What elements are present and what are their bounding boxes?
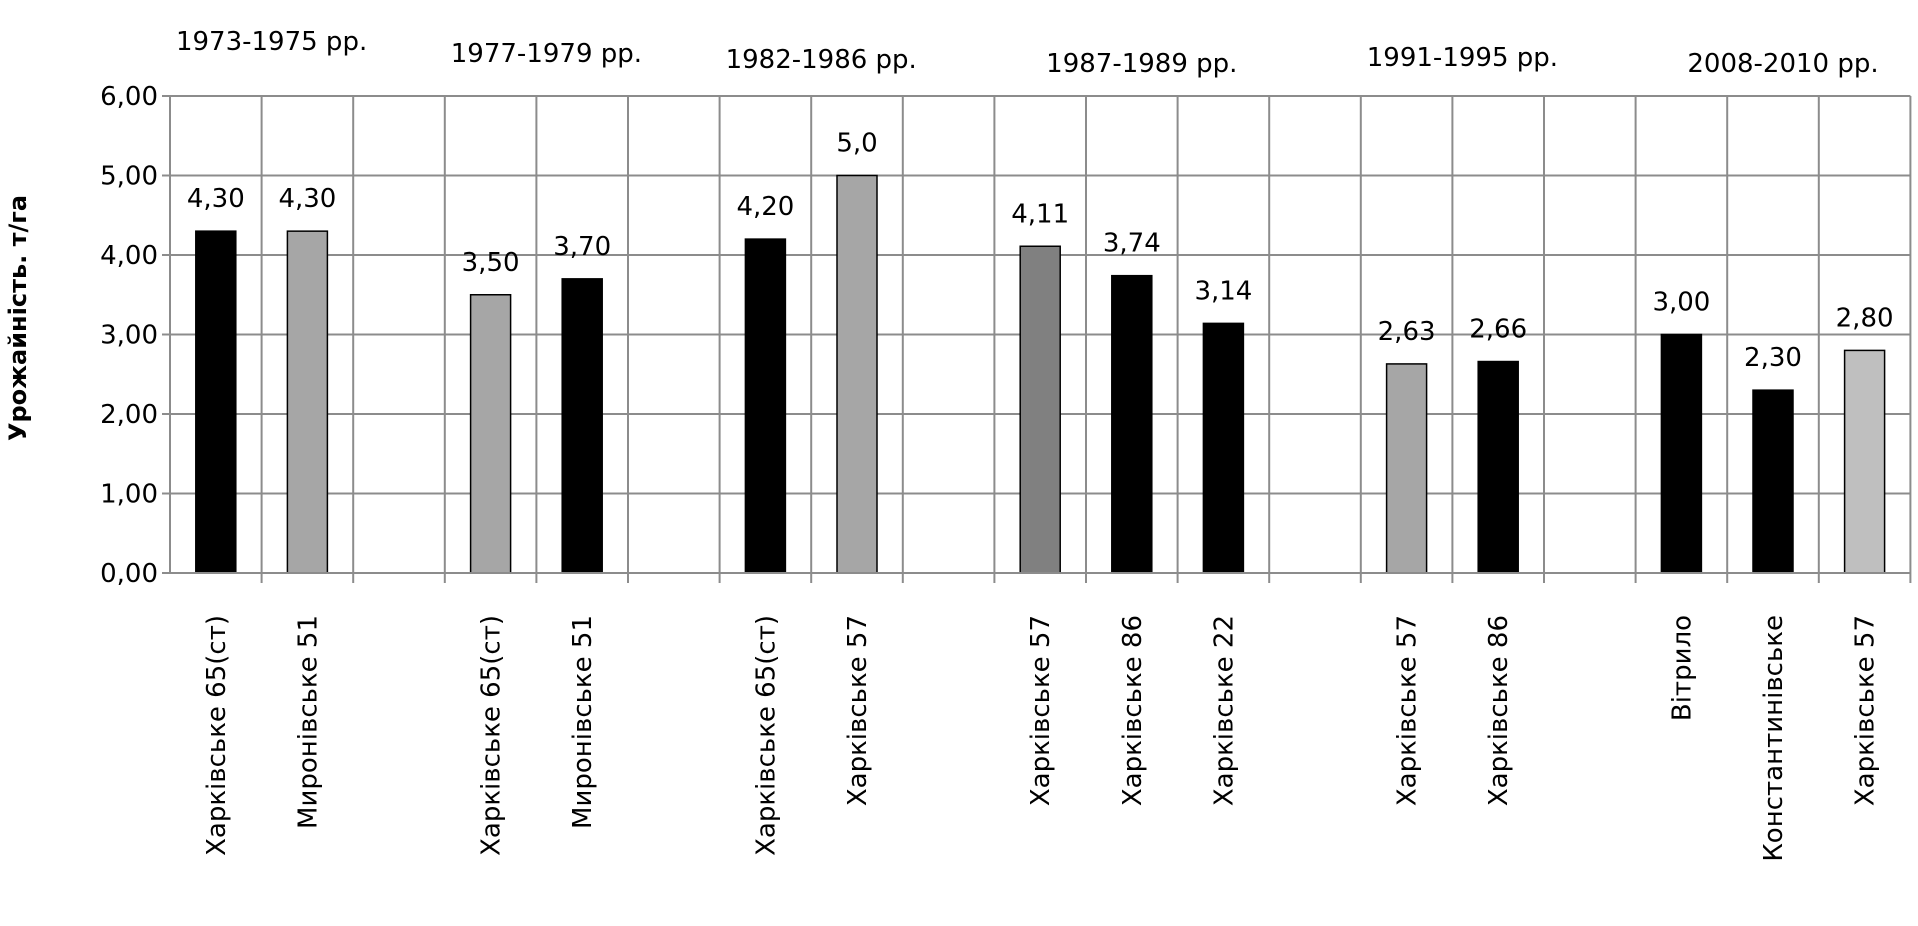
data-label: 2,80 <box>1836 303 1894 333</box>
category-label: Харківське 57 <box>1026 615 1056 806</box>
data-label: 4,11 <box>1011 199 1069 229</box>
bar <box>1477 360 1519 574</box>
category-label: Харківське 65(ст) <box>202 615 232 856</box>
y-tick-label: 1,00 <box>100 480 158 510</box>
data-label: 3,00 <box>1652 288 1710 318</box>
bar <box>1385 363 1428 574</box>
category-label: Миронівське 51 <box>568 615 598 829</box>
data-label: 3,14 <box>1194 276 1252 306</box>
y-axis-label: Урожайність. т/га <box>4 195 32 441</box>
bar <box>744 238 787 574</box>
category-label: Харківське 65(ст) <box>751 615 781 856</box>
category-label: Вітрило <box>1667 615 1697 721</box>
bar <box>195 230 237 574</box>
category-label: Харківське 57 <box>1851 615 1881 806</box>
bar <box>286 230 329 574</box>
category-label: Харківське 86 <box>1118 615 1148 806</box>
bar <box>1019 245 1061 574</box>
y-tick-label: 5,00 <box>100 162 158 192</box>
data-label: 2,63 <box>1378 317 1436 347</box>
y-tick-label: 6,00 <box>100 82 158 112</box>
category-label: Миронівське 51 <box>293 615 323 829</box>
period-label: 2008-2010 рр. <box>1687 49 1878 79</box>
period-label: 1973-1975 рр. <box>176 27 367 57</box>
bar <box>1111 274 1153 574</box>
axes <box>162 95 1912 583</box>
data-label: 3,50 <box>462 248 520 278</box>
bars-group <box>195 174 1886 574</box>
bar <box>836 174 878 574</box>
gridlines <box>170 95 1912 573</box>
data-label: 4,30 <box>278 184 336 214</box>
data-label: 5,0 <box>836 129 877 159</box>
data-label: 2,66 <box>1469 315 1527 345</box>
y-tick-label: 4,00 <box>100 241 158 271</box>
category-label: Харківське 86 <box>1484 615 1514 806</box>
data-label: 3,74 <box>1103 229 1161 259</box>
y-tick-label: 2,00 <box>100 400 158 430</box>
period-label: 1982-1986 рр. <box>726 45 917 75</box>
category-label: Харківське 65(ст) <box>477 615 507 856</box>
period-label: 1987-1989 рр. <box>1046 49 1237 79</box>
bar <box>469 294 512 574</box>
period-label: 1991-1995 рр. <box>1367 43 1558 73</box>
bar <box>1202 322 1245 574</box>
data-label: 2,30 <box>1744 343 1802 373</box>
category-label: Константинівське <box>1759 615 1789 862</box>
bar <box>561 278 603 574</box>
bar <box>1752 389 1794 574</box>
labels-group: 0,00 1,00 2,00 3,00 4,00 5,00 6,00 4,30 Харківсь… <box>100 27 1893 862</box>
data-label: 4,20 <box>736 192 794 222</box>
y-tick-label: 3,00 <box>100 321 158 351</box>
period-label: 1977-1979 рр. <box>451 39 642 69</box>
category-label: Харківське 57 <box>1393 615 1423 806</box>
data-label: 4,30 <box>187 184 245 214</box>
bar <box>1843 349 1886 574</box>
category-label: Харківське 22 <box>1209 615 1239 806</box>
y-tick-label: 0,00 <box>100 559 158 589</box>
category-label: Харківське 57 <box>843 615 873 806</box>
bar <box>1660 333 1703 574</box>
data-label: 3,70 <box>553 232 611 262</box>
